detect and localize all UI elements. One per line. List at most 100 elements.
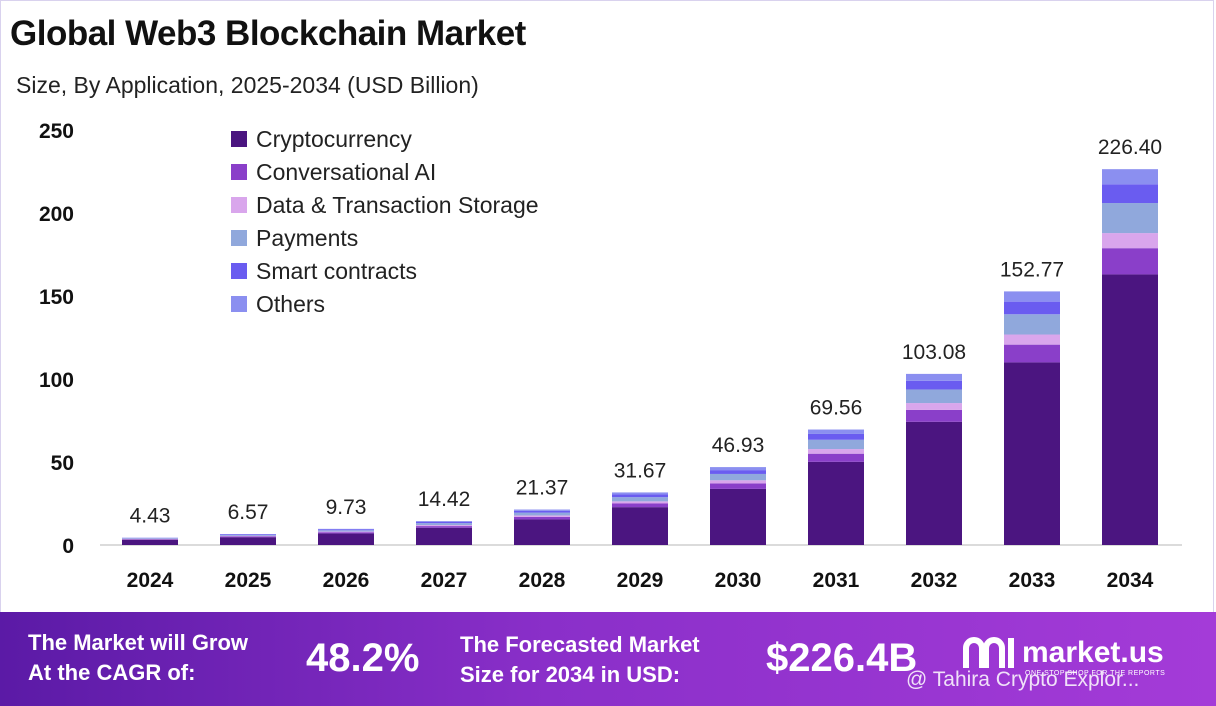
bar-segment-cryptocurrency (808, 461, 864, 545)
bar-segment-smart-contracts (1102, 184, 1158, 204)
brand-name: market.us (1022, 636, 1164, 669)
bar-segment-cryptocurrency (906, 421, 962, 545)
bar-segment-cryptocurrency (122, 539, 178, 545)
x-tick-label: 2026 (323, 569, 370, 592)
bar-segment-smart-contracts (906, 380, 962, 390)
bar-segment-conversational-ai (318, 532, 374, 534)
x-tick-label: 2027 (421, 569, 468, 592)
bar-segment-data-transaction-storage (416, 525, 472, 527)
bar-total-label: 69.56 (810, 397, 863, 420)
x-tick-label: 2030 (715, 569, 762, 592)
x-tick-label: 2034 (1107, 569, 1154, 592)
bar-segment-cryptocurrency (514, 519, 570, 545)
bar-segment-smart-contracts (416, 521, 472, 524)
bar-segment-conversational-ai (906, 409, 962, 422)
legend-label: Conversational AI (256, 159, 436, 185)
bar-segment-cryptocurrency (1004, 362, 1060, 545)
legend-swatch (231, 263, 247, 279)
bar-segment-others (1004, 291, 1060, 302)
bar-segment-smart-contracts (612, 494, 668, 498)
bar-segment-others (808, 429, 864, 434)
bar-segment-payments (416, 523, 472, 526)
bar-segment-cryptocurrency (1102, 274, 1158, 545)
bar-total-label: 4.43 (130, 505, 171, 528)
cagr-label: The Market will Grow At the CAGR of: (28, 628, 248, 688)
bar-segment-others (906, 373, 962, 381)
x-tick-label: 2024 (127, 569, 174, 592)
bar-total-label: 226.40 (1098, 136, 1162, 159)
y-tick-label: 0 (62, 535, 74, 558)
bar-segment-data-transaction-storage (318, 531, 374, 533)
cagr-label-line2: At the CAGR of: (28, 660, 196, 685)
stacked-bar-chart: 0 50 100 150 200 250 4.43 6.57 9.73 14.42 21.37 31… (39, 120, 1182, 592)
bar-segment-payments (808, 439, 864, 450)
chart-subtitle: Size, By Application, 2025-2034 (USD Bil… (16, 72, 479, 98)
bar-segment-payments (318, 530, 374, 532)
legend-swatch (231, 164, 247, 180)
bar-total-label: 103.08 (902, 341, 966, 364)
bar-segment-smart-contracts (808, 433, 864, 440)
brand-tagline: ONE STOP SHOP FOR THE REPORTS (1025, 670, 1166, 677)
y-tick-label: 200 (39, 203, 74, 226)
bar-segment-others (1102, 169, 1158, 185)
bar-segment-data-transaction-storage (1102, 233, 1158, 249)
bar-segment-smart-contracts (220, 534, 276, 536)
bar-segment-data-transaction-storage (710, 480, 766, 484)
legend-label: Data & Transaction Storage (256, 192, 539, 218)
x-axis: 2024 2025 2026 2027 2028 2029 2030 2031 2032 2033… (127, 569, 1154, 592)
legend-swatch (231, 197, 247, 213)
bar-total-label: 14.42 (418, 488, 471, 511)
chart-title: Global Web3 Blockchain Market (10, 14, 526, 53)
bar-segment-conversational-ai (1102, 248, 1158, 275)
legend-label: Smart contracts (256, 258, 417, 284)
bar-segment-payments (612, 497, 668, 502)
bar-segment-payments (122, 538, 178, 539)
bar-segment-others (318, 528, 374, 530)
legend: Cryptocurrency Conversational AI Data & Tr… (231, 126, 539, 317)
forecast-label: The Forecasted Market Size for 2034 in U… (460, 630, 700, 690)
y-tick-label: 100 (39, 369, 74, 392)
bar-segment-data-transaction-storage (612, 501, 668, 504)
bar-segment-cryptocurrency (612, 507, 668, 545)
bar-total-label: 21.37 (516, 477, 569, 500)
legend-label: Payments (256, 225, 358, 251)
x-tick-label: 2031 (813, 569, 860, 592)
bar-segment-smart-contracts (514, 510, 570, 513)
bar-segment-smart-contracts (1004, 301, 1060, 315)
bar-segment-payments (1102, 203, 1158, 234)
legend-swatch (231, 131, 247, 147)
bar-segment-conversational-ai (514, 516, 570, 520)
legend-label: Others (256, 291, 325, 317)
bar-segment-others (710, 467, 766, 471)
legend-swatch (231, 296, 247, 312)
bar-total-label: 152.77 (1000, 258, 1064, 281)
y-axis: 0 50 100 150 200 250 (39, 120, 74, 558)
bar-segment-others (416, 521, 472, 522)
bar-segment-conversational-ai (1004, 344, 1060, 363)
bar-segment-cryptocurrency (220, 537, 276, 545)
bar-segment-payments (514, 512, 570, 516)
market-us-logo-icon (963, 637, 1014, 668)
bar-segment-data-transaction-storage (1004, 334, 1060, 345)
bar-total-label: 31.67 (614, 459, 667, 482)
bar-segment-conversational-ai (710, 483, 766, 489)
forecast-label-line1: The Forecasted Market (460, 632, 700, 657)
bar-segment-cryptocurrency (710, 488, 766, 545)
x-tick-label: 2028 (519, 569, 566, 592)
footer-banner: The Market will Grow At the CAGR of: 48.… (0, 612, 1216, 706)
bar-segment-cryptocurrency (318, 533, 374, 545)
y-tick-label: 50 (51, 452, 74, 475)
bar-segment-payments (710, 473, 766, 481)
bar-total-label: 6.57 (228, 501, 269, 524)
bar-segment-data-transaction-storage (514, 515, 570, 517)
bar-total-label: 9.73 (326, 496, 367, 519)
bar-total-label: 46.93 (712, 434, 765, 457)
bar-segment-others (514, 509, 570, 511)
watermark-text: @ Tahira Crypto Explor... (906, 668, 1140, 691)
x-tick-label: 2025 (225, 569, 272, 592)
legend-label: Cryptocurrency (256, 126, 412, 152)
bar-segment-smart-contracts (318, 529, 374, 531)
forecast-value: $226.4B (766, 636, 918, 680)
y-tick-label: 250 (39, 120, 74, 143)
bar-segment-conversational-ai (416, 526, 472, 528)
